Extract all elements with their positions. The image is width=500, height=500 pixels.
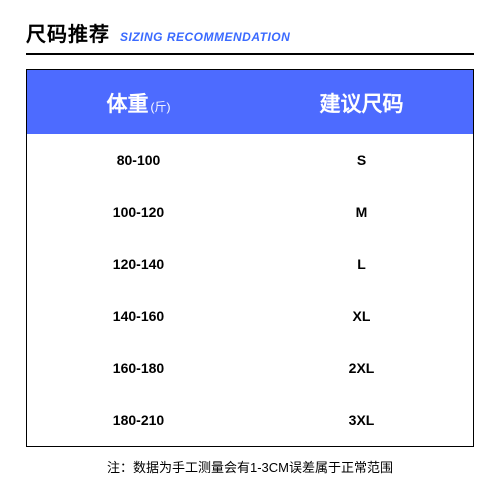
cell-weight: 180-210	[27, 394, 250, 446]
title-en: SIZING RECOMMENDATION	[120, 30, 290, 44]
col-header-weight-unit: (斤)	[151, 100, 171, 114]
col-header-weight: 体重(斤)	[27, 70, 250, 134]
cell-weight: 120-140	[27, 238, 250, 290]
cell-weight: 100-120	[27, 186, 250, 238]
cell-size: M	[250, 186, 473, 238]
table-row: 140-160XL	[27, 290, 473, 342]
measurement-note: 注：数据为手工测量会有1-3CM误差属于正常范围	[26, 457, 474, 476]
cell-size: 2XL	[250, 342, 473, 394]
title-cn: 尺码推荐	[26, 18, 110, 47]
cell-weight: 80-100	[27, 134, 250, 186]
table-row: 80-100S	[27, 134, 473, 186]
table-row: 160-1802XL	[27, 342, 473, 394]
table-row: 100-120M	[27, 186, 473, 238]
cell-size: XL	[250, 290, 473, 342]
col-header-size: 建议尺码	[250, 70, 473, 134]
table-row: 180-2103XL	[27, 394, 473, 446]
cell-size: S	[250, 134, 473, 186]
cell-weight: 160-180	[27, 342, 250, 394]
cell-size: 3XL	[250, 394, 473, 446]
table-header-row: 体重(斤) 建议尺码	[27, 70, 473, 134]
cell-size: L	[250, 238, 473, 290]
table-body: 80-100S100-120M120-140L140-160XL160-1802…	[27, 134, 473, 446]
col-header-weight-label: 体重	[107, 93, 149, 116]
sizing-table: 体重(斤) 建议尺码 80-100S100-120M120-140L140-16…	[26, 69, 474, 447]
cell-weight: 140-160	[27, 290, 250, 342]
section-title: 尺码推荐 SIZING RECOMMENDATION	[26, 18, 474, 55]
col-header-size-label: 建议尺码	[320, 93, 404, 116]
table-row: 120-140L	[27, 238, 473, 290]
